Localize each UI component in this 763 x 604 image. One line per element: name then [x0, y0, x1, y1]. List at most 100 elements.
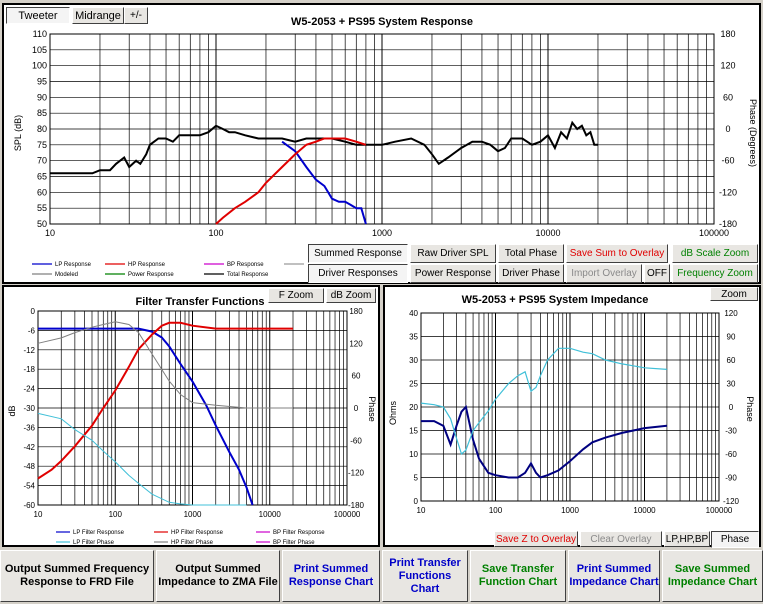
x-tick-label: 10 [417, 506, 426, 515]
legend-label: Power Response [128, 272, 174, 278]
x-tick-label: 100000 [706, 506, 733, 515]
legend-label: BP Filter Response [273, 530, 325, 536]
x-tick-label: 100 [109, 510, 123, 519]
y-tick-label: 35 [409, 333, 418, 342]
impedance-panel: W5-2053 + PS95 System Impedance Ohms Phase… [383, 285, 761, 547]
series-line-hp-filter-phase [37, 321, 293, 409]
y-tick-label: -18 [23, 365, 35, 374]
legend-label: LP Response [55, 262, 92, 268]
print-transfer-functions-button[interactable]: Print Transfer Functions Chart [382, 550, 468, 602]
y-tick-label: -30 [23, 404, 35, 413]
lp-hp-bp-button[interactable]: LP,HP,BP [664, 531, 710, 547]
y2-tick-label: 0 [729, 403, 734, 412]
y2-tick-label: 180 [349, 307, 363, 316]
phase-toggle-button[interactable]: Phase [711, 531, 759, 548]
y2-axis-label: Phase (Degrees) [748, 99, 758, 167]
x-tick-label: 100 [208, 228, 223, 238]
x-tick-label: 1000 [561, 506, 579, 515]
y-tick-label: 100 [32, 61, 47, 71]
legend-label: BP Response [227, 262, 264, 268]
driver-phase-button[interactable]: Driver Phase [498, 264, 564, 283]
x-tick-label: 100 [489, 506, 503, 515]
y2-tick-label: 0 [725, 124, 730, 134]
print-summed-impedance-button[interactable]: Print Summed Impedance Chart [568, 550, 660, 602]
clear-overlay-button[interactable]: Clear Overlay [580, 531, 662, 547]
y2-tick-label: 30 [727, 380, 736, 389]
raw-driver-spl-button[interactable]: Raw Driver SPL [410, 244, 496, 263]
y-tick-label: 10 [409, 450, 418, 459]
series-line-hp-response [215, 137, 367, 225]
impedance-chart: W5-2053 + PS95 System Impedance Ohms Phase… [388, 294, 755, 515]
import-overlay-button[interactable]: Import Overlay [566, 264, 642, 283]
y2-tick-label: -60 [725, 450, 737, 459]
save-transfer-function-button[interactable]: Save Transfer Function Chart [470, 550, 566, 602]
system-response-panel: W5-2053 + PS95 System Response SPL (dB) Ph… [2, 3, 761, 284]
f-zoom-button[interactable]: F Zoom [268, 288, 324, 303]
y-tick-label: 95 [37, 77, 47, 87]
overlay-off-button[interactable]: OFF [644, 264, 670, 283]
db-zoom-button[interactable]: dB Zoom [326, 288, 376, 303]
chart-title: W5-2053 + PS95 System Impedance [462, 294, 649, 306]
x-tick-label: 1000 [184, 510, 202, 519]
y2-tick-label: 0 [354, 404, 359, 413]
save-summed-impedance-button[interactable]: Save Summed Impedance Chart [662, 550, 763, 602]
driver-responses-button[interactable]: Driver Responses [308, 264, 408, 283]
db-scale-zoom-button[interactable]: dB Scale Zoom [672, 244, 758, 263]
save-z-to-overlay-button[interactable]: Save Z to Overlay [494, 531, 578, 547]
y-tick-label: -6 [28, 326, 36, 335]
impedance-zoom-button[interactable]: Zoom [710, 287, 758, 301]
frequency-zoom-button[interactable]: Frequency Zoom [672, 264, 758, 283]
filter-transfer-panel: Filter Transfer Functions dB Phase 0 -6 -12 -1… [2, 285, 380, 547]
legend-label: HP Filter Phase [171, 540, 214, 545]
summed-response-button[interactable]: Summed Response [308, 244, 408, 263]
y2-axis-label: Phase [745, 396, 755, 422]
y-tick-label: 85 [37, 108, 47, 118]
y2-tick-label: -120 [348, 469, 365, 478]
y2-tick-label: 120 [724, 309, 738, 318]
series-line-phase [420, 347, 667, 456]
y-tick-label: -60 [23, 501, 35, 510]
legend-label: Total Response [227, 272, 269, 278]
print-summed-response-button[interactable]: Print Summed Response Chart [282, 550, 380, 602]
x-tick-label: 100000 [699, 228, 729, 238]
y-tick-label: -12 [23, 346, 35, 355]
y-tick-label: 110 [33, 29, 47, 39]
y2-tick-label: -120 [723, 497, 740, 506]
y-tick-label: -24 [23, 385, 35, 394]
system-response-chart: W5-2053 + PS95 System Response SPL (dB) Ph… [13, 16, 758, 278]
y-tick-label: 90 [37, 92, 47, 102]
y2-tick-label: -60 [721, 156, 734, 166]
legend-label: BP Filter Phase [273, 540, 315, 545]
total-phase-button[interactable]: Total Phase [498, 244, 564, 263]
y-axis-label: Ohms [388, 401, 398, 426]
y-tick-label: 65 [37, 172, 47, 182]
y-tick-label: 5 [414, 474, 419, 483]
y2-tick-label: 60 [727, 356, 736, 365]
y-tick-label: -42 [23, 443, 35, 452]
output-frd-button[interactable]: Output Summed Frequency Response to FRD … [0, 550, 154, 602]
y2-tick-label: -180 [719, 219, 737, 229]
save-sum-to-overlay-button[interactable]: Save Sum to Overlay [566, 244, 668, 263]
x-tick-label: 10000 [633, 506, 656, 515]
x-tick-label: 10000 [259, 510, 282, 519]
filter-transfer-chart: Filter Transfer Functions dB Phase 0 -6 -12 -1… [7, 296, 377, 545]
y-tick-label: 25 [409, 380, 418, 389]
y2-tick-label: -120 [719, 187, 737, 197]
tab-tweeter[interactable]: Tweeter [6, 7, 70, 24]
y-tick-label: 20 [409, 403, 418, 412]
legend-label: HP Response [128, 262, 166, 268]
power-response-button[interactable]: Power Response [410, 264, 496, 283]
x-tick-label: 10 [34, 510, 43, 519]
y2-tick-label: 90 [727, 333, 736, 342]
series-line-hp-filter-response [37, 321, 293, 480]
polarity-toggle-button[interactable]: +/- [124, 7, 148, 24]
series-line-lp-filter-phase [37, 412, 247, 506]
y2-tick-label: 60 [723, 92, 733, 102]
output-zma-button[interactable]: Output Summed Impedance to ZMA File [156, 550, 280, 602]
y2-tick-label: 180 [720, 29, 735, 39]
y-tick-label: 15 [409, 427, 418, 436]
y-tick-label: -36 [23, 423, 35, 432]
x-tick-label: 1000 [372, 228, 392, 238]
y-tick-label: 75 [37, 140, 47, 150]
tab-midrange[interactable]: Midrange [72, 7, 124, 24]
